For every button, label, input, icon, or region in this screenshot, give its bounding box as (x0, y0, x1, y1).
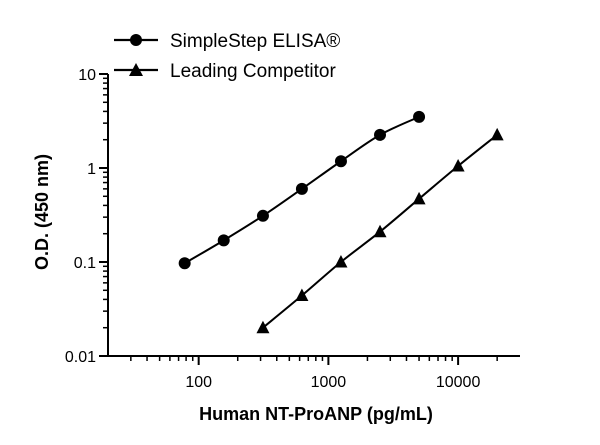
data-point-circle (217, 234, 230, 247)
legend-entry-competitor: Leading Competitor (114, 61, 336, 82)
y-tick-label: 0.01 (65, 349, 96, 366)
data-point-circle (295, 182, 308, 195)
x-axis-title: Human NT-ProANP (pg/mL) (199, 404, 433, 424)
series-layer (178, 110, 504, 334)
data-point-triangle (490, 127, 504, 141)
legend-label-simplestep: SimpleStep ELISA® (170, 31, 340, 52)
data-point-circle (178, 257, 191, 270)
legend: SimpleStep ELISA® Leading Competitor (114, 31, 340, 82)
series-competitor (256, 127, 504, 334)
data-point-circle (374, 128, 387, 141)
data-point-triangle (373, 224, 387, 238)
y-tick-label: 1 (87, 161, 96, 178)
legend-entry-simplestep: SimpleStep ELISA® (114, 31, 340, 52)
data-point-triangle (451, 159, 465, 172)
data-point-triangle (295, 288, 309, 302)
data-point-triangle (256, 320, 270, 334)
series-simplestep (178, 110, 426, 270)
legend-label-competitor: Leading Competitor (170, 61, 336, 82)
y-tick-label: 0.1 (74, 255, 96, 272)
data-point-triangle (412, 191, 426, 205)
x-tick-label: 10000 (436, 374, 481, 391)
legend-marker-triangle (129, 63, 143, 76)
y-axis-title: O.D. (450 nm) (32, 154, 52, 270)
y-tick-label: 10 (78, 67, 96, 84)
data-point-circle (413, 110, 426, 123)
legend-marker-circle (130, 34, 142, 46)
data-point-circle (334, 155, 347, 168)
data-point-triangle (334, 255, 348, 268)
x-tick-label: 1000 (311, 374, 347, 391)
x-tick-label: 100 (185, 374, 212, 391)
data-point-circle (256, 209, 269, 222)
axes: 0.01 0.1 1 10 100 1000 10000 (65, 67, 520, 391)
